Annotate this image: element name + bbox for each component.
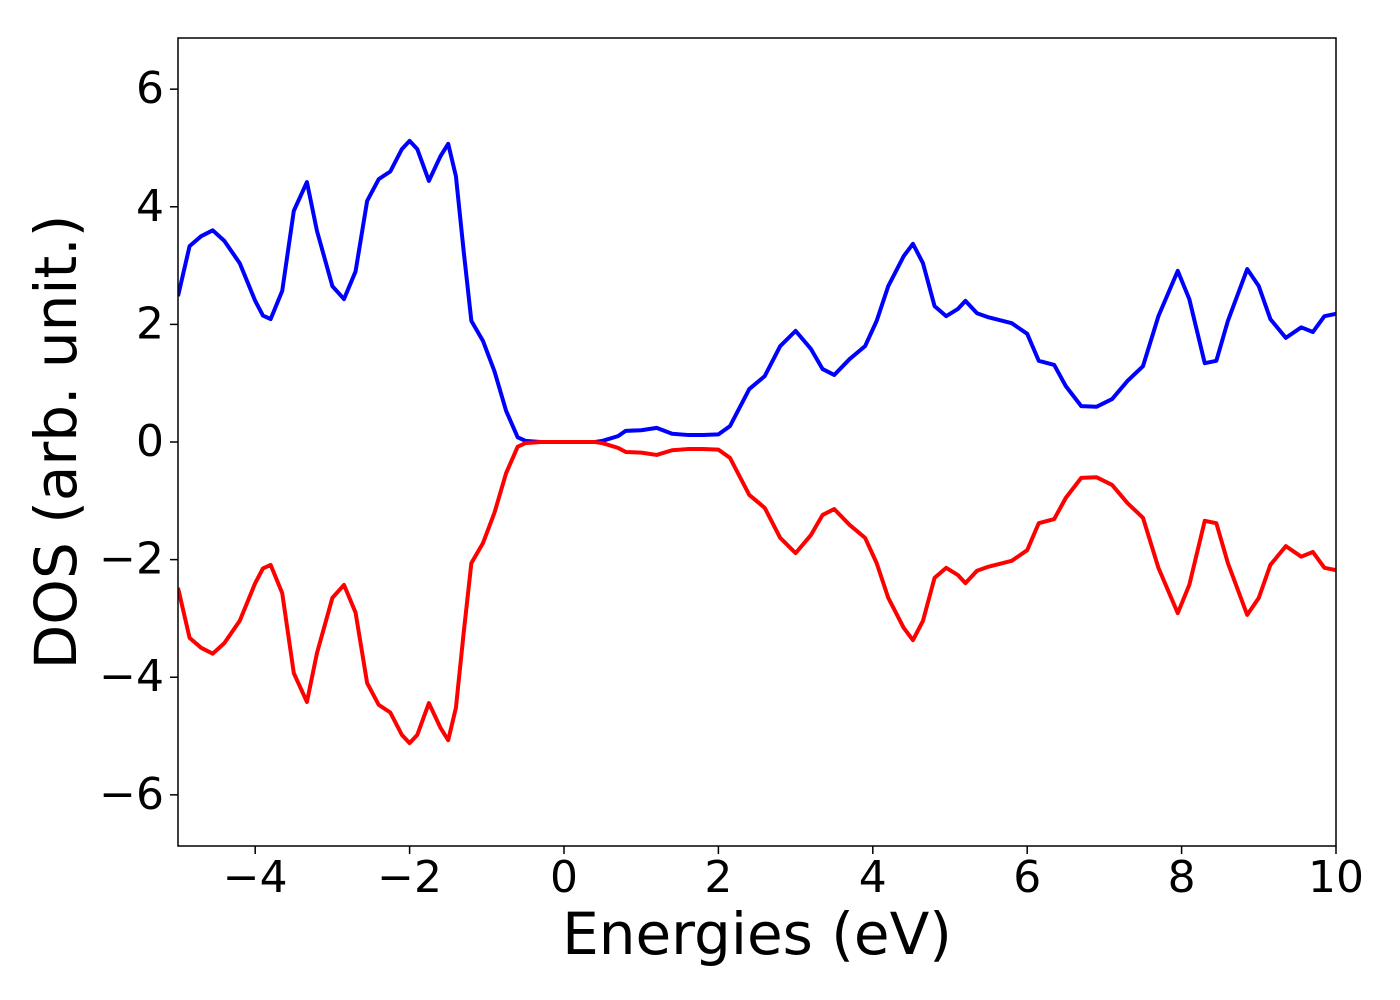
x-tick-label: 0 — [550, 852, 578, 903]
x-tick-label: −2 — [377, 852, 442, 903]
series-line — [178, 138, 1336, 444]
x-tick-label: 2 — [704, 852, 732, 903]
x-tick-label: 4 — [859, 852, 887, 903]
x-tick-label: 8 — [1168, 852, 1196, 903]
y-tick-label: 6 — [136, 63, 164, 114]
x-tick-label: −4 — [223, 852, 288, 903]
plot-frame — [177, 37, 1337, 847]
y-tick-label: 2 — [136, 298, 164, 349]
x-axis-label: Energies (eV) — [562, 900, 952, 968]
x-tick-label: 10 — [1308, 852, 1364, 903]
series-line — [178, 440, 1336, 746]
y-axis-label: DOS (arb. unit.) — [22, 215, 90, 670]
y-tick-label: 4 — [136, 181, 164, 232]
y-tick-label: 0 — [136, 416, 164, 467]
y-tick-label: −6 — [99, 769, 164, 820]
y-tick-label: −4 — [99, 651, 164, 702]
y-tick-label: −2 — [99, 534, 164, 585]
x-tick-label: 6 — [1013, 852, 1041, 903]
